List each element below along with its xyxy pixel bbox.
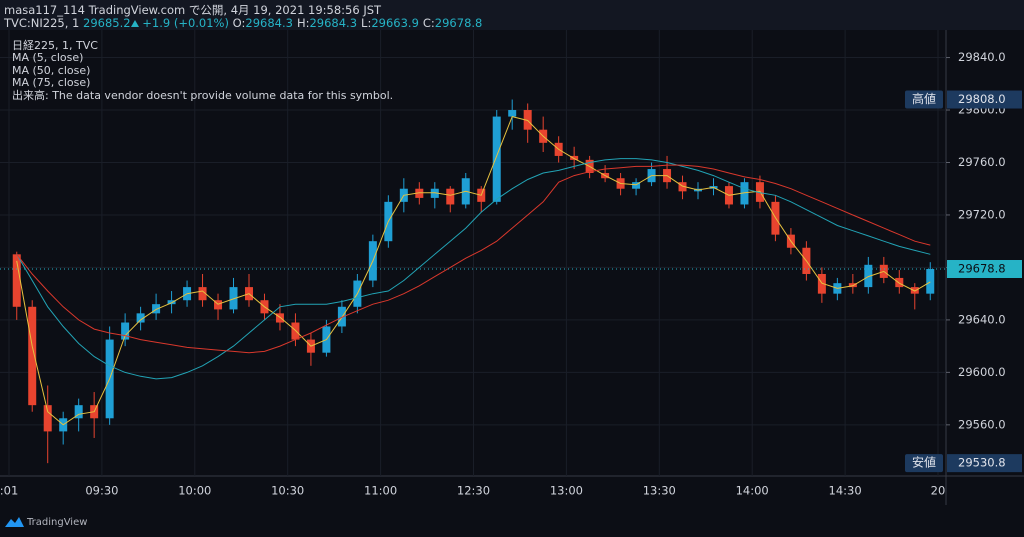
candle-body <box>508 110 517 117</box>
ohlc-key: C: <box>422 16 435 30</box>
legend: 日経225, 1, TVC MA (5, close) MA (50, close… <box>12 39 394 102</box>
up-arrow <box>130 20 139 27</box>
candle-body <box>570 155 579 160</box>
y-tick-label: 29760.0 <box>958 155 1006 169</box>
candle-body <box>848 283 857 288</box>
candle-body <box>136 313 145 323</box>
price-badge-label: 29678.8 <box>958 262 1006 276</box>
candle-body <box>43 405 52 432</box>
price-badge <box>947 260 1022 279</box>
quote-line: TVC:NI225, 1 29685.2 +1.9 (+0.01%) O:296… <box>4 16 486 30</box>
x-tick-label: 12:30 <box>457 484 490 498</box>
candle-body <box>415 188 424 198</box>
ma-line <box>16 116 931 426</box>
label-name: 安値 <box>912 455 936 470</box>
price-badge <box>947 90 1022 109</box>
header-bar <box>0 0 1024 30</box>
price-badge-label: 29808.0 <box>958 92 1006 106</box>
label-box <box>905 90 943 109</box>
symbol: TVC:NI225, 1 <box>4 16 80 30</box>
candle-body <box>446 188 455 205</box>
ohlc: O:29684.3 H:29684.3 L:29663.9 C:29678.8 <box>233 16 487 30</box>
candle-body <box>275 313 284 323</box>
x-tick-label: 09:30 <box>85 484 118 498</box>
candle-body <box>632 182 641 189</box>
legend-entry: MA (50, close) <box>12 63 91 77</box>
logo <box>5 517 24 527</box>
y-tick-label: 29720.0 <box>958 207 1006 221</box>
y-tick-label: 29560.0 <box>958 417 1006 431</box>
x-tick-label: 10:30 <box>271 484 304 498</box>
y-tick-label: 29600.0 <box>958 365 1006 379</box>
x-tick-label: 10:00 <box>178 484 211 498</box>
label-box <box>905 454 943 473</box>
candle-body <box>74 405 83 419</box>
x-tick-label: 13:30 <box>643 484 676 498</box>
x-tick-label: 11:00 <box>364 484 397 498</box>
candle-body <box>678 182 687 192</box>
publisher: masa117_114 TradingView.com で公開, 4月 19, … <box>4 3 382 17</box>
candle-body <box>121 322 130 340</box>
candle-body <box>864 264 873 288</box>
x-tick-label: 14:00 <box>736 484 769 498</box>
footer-bar <box>0 505 1024 537</box>
y-tick-label: 29840.0 <box>958 50 1006 64</box>
price-badge-label: 29530.8 <box>958 456 1006 470</box>
price: 29685.2 <box>83 16 131 30</box>
candle-body <box>152 304 161 314</box>
ohlc-key: L: <box>361 16 372 30</box>
x-tick-label: 13:00 <box>550 484 583 498</box>
change: +1.9 (+0.01%) <box>142 16 229 30</box>
ma-line <box>16 158 931 380</box>
brand: TradingView <box>26 517 87 528</box>
candle-body <box>523 110 532 130</box>
ohlc-key: H: <box>296 16 310 30</box>
ohlc-value: 29678.8 <box>434 16 483 30</box>
grid <box>0 30 946 476</box>
legend-entry: MA (75, close) <box>12 76 91 90</box>
price-badge <box>947 454 1022 473</box>
plot <box>12 99 935 464</box>
ohlc-key: O: <box>232 16 246 30</box>
candle-body <box>28 306 37 406</box>
x-tick-label: :01 <box>0 484 18 498</box>
candle-body <box>229 287 238 310</box>
candle-body <box>198 287 207 301</box>
candle-body <box>926 269 935 294</box>
ohlc-value: 29684.3 <box>245 16 293 30</box>
candle-body <box>430 188 439 198</box>
x-tick-label: 20 <box>931 484 946 498</box>
candle-body <box>214 300 223 310</box>
label-name: 高値 <box>912 91 936 106</box>
candle-body <box>910 287 919 294</box>
candle-body <box>817 273 826 294</box>
candle-body <box>740 182 749 205</box>
candle-body <box>12 254 21 307</box>
ohlc-value: 29663.9 <box>371 16 419 30</box>
volume-note: 出来高: The data vendor doesn't provide vol… <box>12 88 394 102</box>
legend-entry: MA (5, close) <box>12 51 84 65</box>
candle-body <box>492 116 501 202</box>
y-tick-label: 29640.0 <box>958 312 1006 326</box>
candle-body <box>895 277 904 288</box>
ohlc-value: 29684.3 <box>309 16 358 30</box>
candle-body <box>167 300 176 305</box>
x-tick-label: 14:30 <box>829 484 862 498</box>
ma-line <box>16 164 931 354</box>
legend-title: 日経225, 1, TVC <box>12 39 98 52</box>
